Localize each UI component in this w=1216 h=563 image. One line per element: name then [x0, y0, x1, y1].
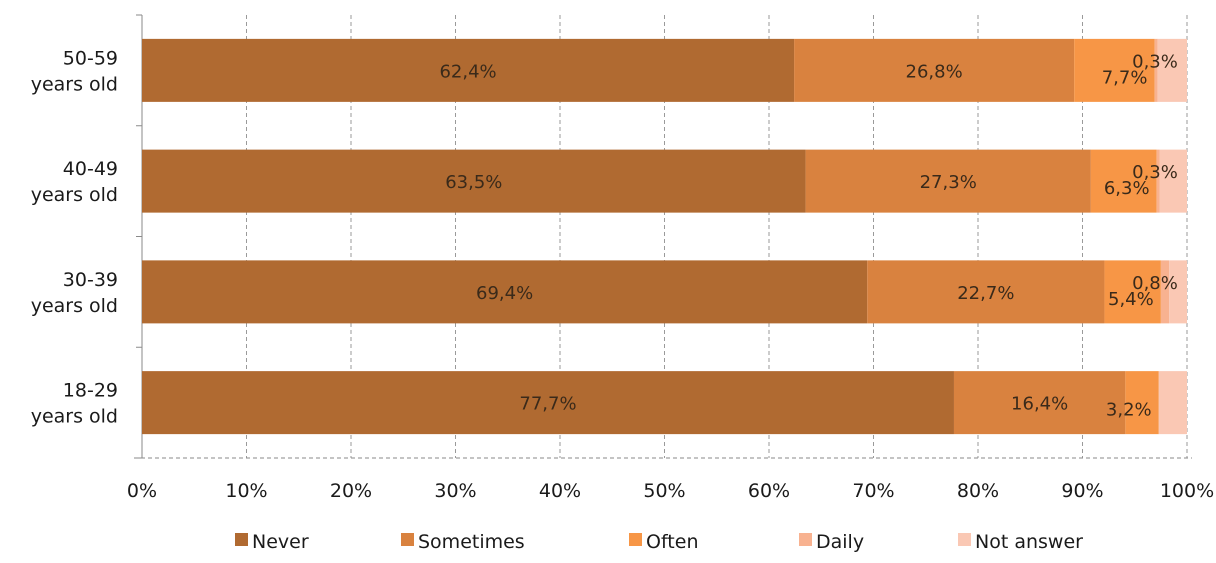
data-label: 62,4% — [439, 61, 496, 82]
data-label: 5,4% — [1108, 289, 1154, 310]
x-tick-label: 70% — [852, 480, 894, 502]
x-tick-label: 100% — [1160, 480, 1214, 502]
legend-swatch — [958, 533, 971, 546]
data-label: 63,5% — [445, 172, 502, 193]
data-label: 3,2% — [1106, 400, 1152, 421]
bar-segment — [1159, 149, 1187, 213]
category-label: 40-49 — [63, 158, 118, 180]
data-label: 6,3% — [1104, 178, 1150, 199]
category-label: 50-59 — [63, 47, 118, 69]
bar-segment — [1160, 260, 1170, 324]
legend-label: Not answer — [975, 531, 1083, 553]
category-label: 30-39 — [63, 269, 118, 291]
data-label: 0,3% — [1132, 51, 1178, 72]
bar-segment — [953, 371, 1126, 435]
bar-segment — [867, 260, 1105, 324]
legend-swatch — [799, 533, 812, 546]
data-label: 16,4% — [1011, 394, 1068, 415]
legend-label: Daily — [816, 531, 864, 553]
bar-segment — [142, 38, 795, 102]
data-label: 0,8% — [1132, 273, 1178, 294]
bar-segment — [1104, 260, 1161, 324]
data-label: 69,4% — [476, 283, 533, 304]
bar-segment — [1156, 149, 1160, 213]
data-label: 22,7% — [957, 283, 1014, 304]
legend-swatch — [629, 533, 642, 546]
bar-segment — [1125, 371, 1159, 435]
bar-segment — [142, 149, 806, 213]
data-label: 77,7% — [519, 394, 576, 415]
x-tick-label: 60% — [748, 480, 790, 502]
x-tick-label: 40% — [539, 480, 581, 502]
legend-label: Never — [252, 531, 309, 553]
category-label: years old — [31, 184, 118, 206]
data-label: 27,3% — [920, 172, 977, 193]
bar-segment — [794, 38, 1075, 102]
bar-segment — [805, 149, 1091, 213]
x-tick-label: 10% — [225, 480, 267, 502]
bar-segment — [142, 260, 868, 324]
legend-label: Sometimes — [418, 531, 525, 553]
legend-label: Often — [646, 531, 699, 553]
x-tick-label: 50% — [643, 480, 685, 502]
x-tick-label: 0% — [127, 480, 157, 502]
category-label: years old — [31, 73, 118, 95]
legend-swatch — [235, 533, 248, 546]
x-tick-label: 90% — [1061, 480, 1103, 502]
category-label: years old — [31, 295, 118, 317]
category-label: 18-29 — [63, 380, 118, 402]
bar-segment — [1074, 38, 1155, 102]
category-label: years old — [31, 406, 118, 428]
bar-segment — [1090, 149, 1157, 213]
bar-segment — [142, 371, 954, 435]
data-label: 0,3% — [1132, 162, 1178, 183]
bar-segment — [1169, 260, 1187, 324]
legend-swatch — [401, 533, 414, 546]
bar-segment — [1158, 371, 1187, 435]
x-tick-label: 20% — [330, 480, 372, 502]
bar-segment — [1157, 38, 1187, 102]
data-label: 26,8% — [906, 61, 963, 82]
x-tick-label: 30% — [434, 480, 476, 502]
bar-segment — [1154, 38, 1158, 102]
data-label: 7,7% — [1102, 67, 1148, 88]
x-tick-label: 80% — [957, 480, 999, 502]
